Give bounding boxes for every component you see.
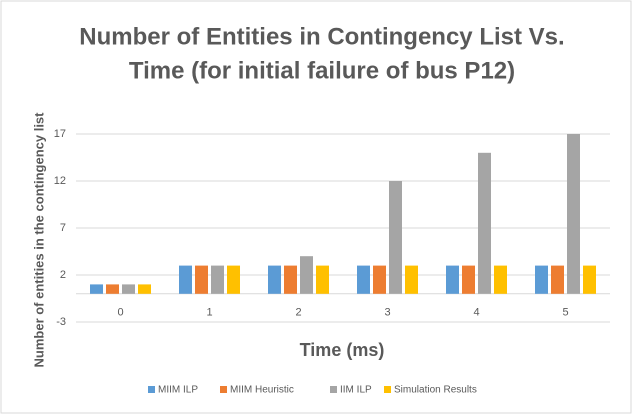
legend-swatch — [330, 386, 337, 393]
bar — [316, 265, 329, 294]
bar — [405, 265, 418, 294]
bar — [446, 265, 459, 294]
bar — [494, 265, 507, 294]
bar — [535, 265, 548, 294]
x-tick-label: 5 — [562, 307, 568, 319]
bar — [583, 265, 596, 294]
bar — [389, 181, 402, 294]
bar — [357, 265, 370, 294]
x-tick-label: 4 — [473, 307, 479, 319]
x-tick-label: 3 — [384, 307, 390, 319]
y-tick-label: 17 — [54, 128, 66, 140]
y-tick-label: 12 — [54, 175, 66, 187]
bar — [551, 265, 564, 294]
legend-swatch — [220, 386, 227, 393]
legend-label: Simulation Results — [394, 385, 477, 396]
bar — [211, 265, 224, 294]
legend-swatch — [384, 386, 391, 393]
bar — [567, 134, 580, 294]
y-tick-label: -3 — [56, 316, 66, 328]
legend-label: IIM ILP — [340, 385, 372, 396]
x-tick-label: 2 — [295, 307, 301, 319]
bar — [478, 152, 491, 294]
x-axis-label: Time (ms) — [300, 340, 385, 360]
chart-title: Time (for initial failure of bus P12) — [129, 57, 515, 84]
bar — [195, 265, 208, 294]
bar — [106, 284, 119, 294]
bar — [462, 265, 475, 294]
bar — [138, 284, 151, 294]
legend-label: MIIM ILP — [158, 385, 198, 396]
y-tick-label: 7 — [60, 222, 66, 234]
bar — [300, 256, 313, 294]
y-axis-label: Number of entities in the contingency li… — [31, 112, 46, 368]
chart-title: Number of Entities in Contingency List V… — [79, 23, 564, 50]
bar — [122, 284, 135, 294]
y-tick-label: 2 — [60, 269, 66, 281]
legend-label: MIIM Heuristic — [230, 385, 294, 396]
bar — [373, 265, 386, 294]
legend-swatch — [148, 386, 155, 393]
bar — [179, 265, 192, 294]
bar — [284, 265, 297, 294]
x-tick-label: 0 — [117, 307, 123, 319]
bar — [90, 284, 103, 294]
bar — [268, 265, 281, 294]
bar — [227, 265, 240, 294]
x-tick-label: 1 — [206, 307, 212, 319]
